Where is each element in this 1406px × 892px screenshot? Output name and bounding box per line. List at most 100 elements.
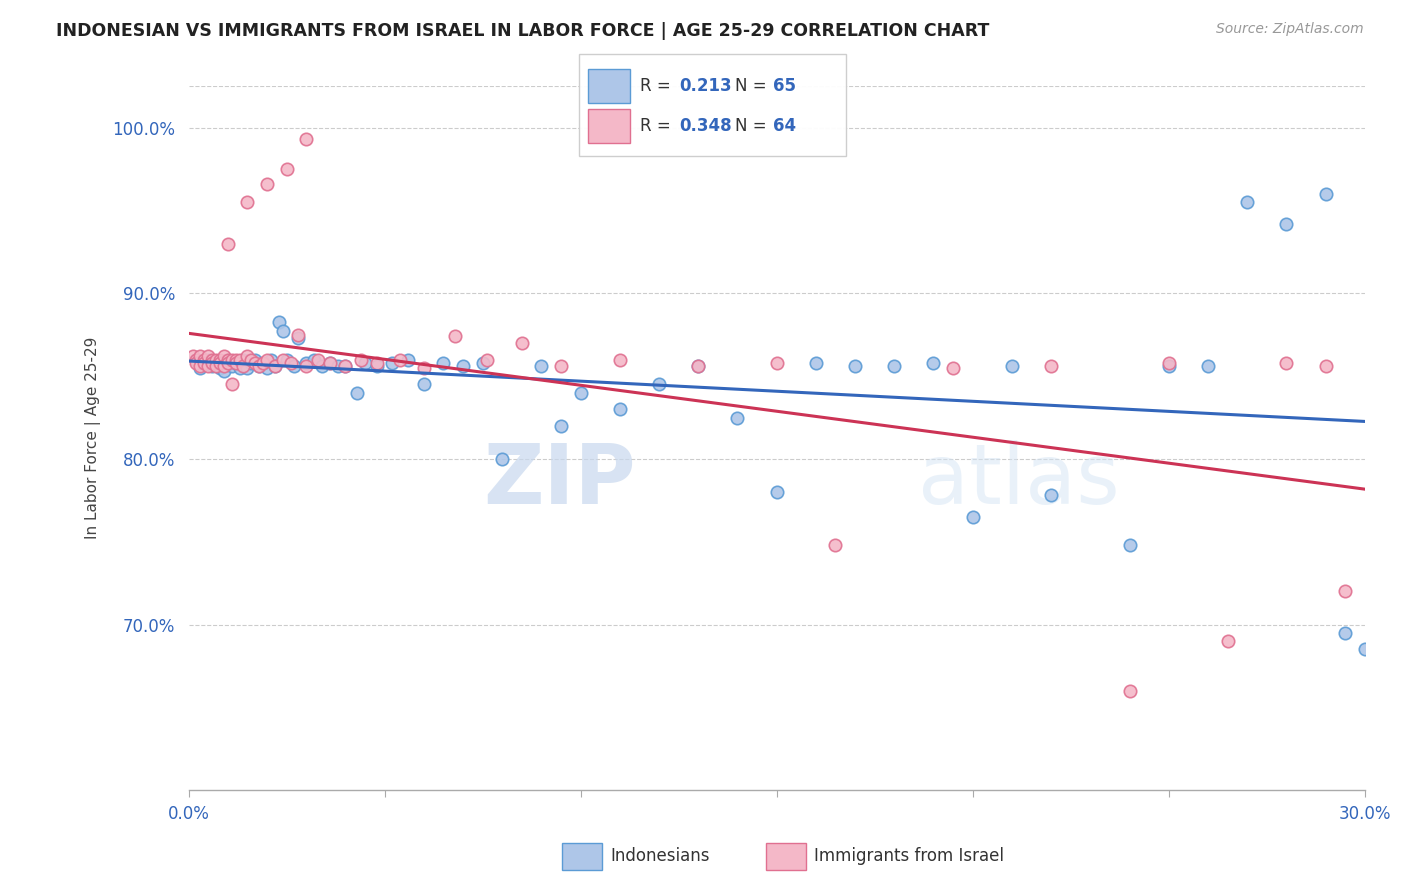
Point	[236, 349, 259, 363]
Text: N =: N =	[735, 77, 772, 95]
Point	[451, 359, 474, 374]
Point	[1157, 356, 1180, 370]
Point	[232, 352, 254, 367]
Point	[326, 359, 349, 374]
Point	[217, 356, 239, 370]
Point	[208, 356, 231, 370]
Point	[225, 352, 247, 367]
Point	[491, 452, 513, 467]
Point	[247, 359, 270, 374]
Point	[346, 385, 368, 400]
Point	[271, 352, 294, 367]
Point	[1118, 538, 1140, 552]
Point	[236, 195, 259, 210]
Text: 0.348: 0.348	[679, 117, 731, 135]
Point	[1216, 634, 1239, 648]
Point	[295, 359, 318, 374]
Point	[1315, 186, 1337, 201]
Text: 0.213: 0.213	[679, 77, 731, 95]
Point	[922, 356, 945, 370]
Point	[432, 356, 454, 370]
Point	[267, 314, 290, 328]
Point	[201, 352, 224, 367]
Point	[193, 356, 215, 370]
Point	[311, 359, 333, 374]
Point	[217, 236, 239, 251]
Point	[1354, 642, 1376, 657]
Point	[688, 359, 710, 374]
Point	[1275, 217, 1298, 231]
Point	[471, 356, 494, 370]
Point	[252, 356, 274, 370]
Point	[475, 352, 498, 367]
Point	[212, 359, 235, 374]
Point	[181, 349, 204, 363]
Point	[765, 485, 787, 500]
Point	[550, 418, 572, 433]
Point	[366, 359, 388, 374]
Text: R =: R =	[640, 77, 676, 95]
Point	[283, 359, 305, 374]
Point	[247, 359, 270, 374]
Point	[412, 360, 434, 375]
Point	[609, 402, 631, 417]
Point	[256, 360, 278, 375]
Point	[280, 356, 302, 370]
Text: Immigrants from Israel: Immigrants from Israel	[814, 847, 1004, 865]
Point	[205, 359, 228, 374]
Point	[228, 352, 250, 367]
Point	[276, 162, 298, 177]
Point	[648, 377, 671, 392]
Point	[319, 356, 342, 370]
Point	[1040, 488, 1063, 502]
Point	[276, 352, 298, 367]
Text: atlas: atlas	[918, 440, 1119, 521]
Point	[190, 349, 212, 363]
Point	[1001, 359, 1024, 374]
Point	[228, 360, 250, 375]
Point	[208, 352, 231, 367]
Point	[197, 352, 219, 367]
Point	[1040, 359, 1063, 374]
Text: Source: ZipAtlas.com: Source: ZipAtlas.com	[1216, 22, 1364, 37]
Point	[212, 364, 235, 378]
Point	[232, 359, 254, 374]
Point	[263, 359, 285, 374]
Point	[252, 356, 274, 370]
Point	[221, 377, 243, 392]
Point	[550, 359, 572, 374]
Point	[1275, 356, 1298, 370]
Point	[1236, 195, 1258, 210]
Point	[256, 352, 278, 367]
Point	[824, 538, 846, 552]
Point	[287, 327, 309, 342]
Point	[381, 356, 404, 370]
Point	[942, 360, 965, 375]
Point	[396, 352, 419, 367]
Point	[201, 356, 224, 370]
Point	[260, 352, 283, 367]
Text: ZIP: ZIP	[484, 440, 636, 521]
Point	[444, 329, 467, 343]
Point	[307, 352, 329, 367]
Point	[221, 359, 243, 374]
Point	[225, 356, 247, 370]
Point	[205, 356, 228, 370]
Point	[240, 356, 263, 370]
Y-axis label: In Labor Force | Age 25-29: In Labor Force | Age 25-29	[86, 337, 101, 540]
Point	[287, 331, 309, 345]
Point	[335, 359, 357, 374]
Point	[295, 132, 318, 146]
Point	[263, 359, 285, 374]
Point	[335, 359, 357, 374]
Text: Indonesians: Indonesians	[610, 847, 710, 865]
Point	[295, 356, 318, 370]
Point	[354, 356, 377, 370]
Point	[1315, 359, 1337, 374]
Point	[245, 352, 267, 367]
Point	[193, 356, 215, 370]
Point	[197, 349, 219, 363]
Point	[271, 325, 294, 339]
Point	[190, 360, 212, 375]
Point	[727, 410, 749, 425]
